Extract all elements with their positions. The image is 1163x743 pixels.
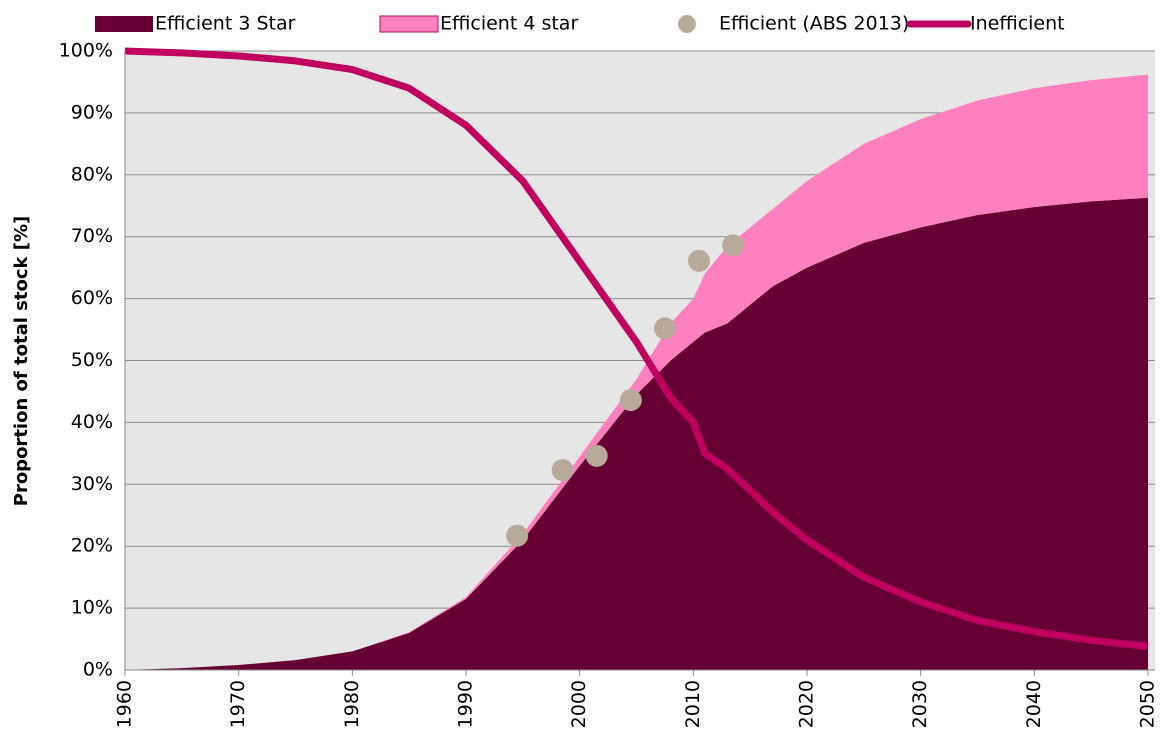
x-tick-label: 2020 — [796, 680, 818, 728]
x-tick-label: 2030 — [909, 680, 931, 728]
legend-swatch — [379, 15, 439, 33]
legend-label: Efficient 3 Star — [155, 13, 296, 35]
scatter-point — [506, 524, 529, 547]
y-tick-label: 70% — [71, 225, 113, 247]
x-tick-label: 1990 — [455, 680, 477, 728]
y-tick-label: 30% — [71, 473, 113, 495]
y-tick-label: 20% — [71, 535, 113, 557]
legend-item: Inefficient — [906, 13, 1065, 35]
legend-item: Efficient (ABS 2013) — [678, 13, 909, 35]
x-tick-label: 1980 — [341, 680, 363, 728]
scatter-point — [653, 317, 676, 340]
y-axis-label: Proportion of total stock [%] — [11, 216, 32, 507]
area — [125, 74, 1148, 671]
y-tick-label: 0% — [83, 659, 113, 681]
legend-swatch — [95, 16, 153, 32]
scatter-point — [722, 234, 745, 257]
legend-swatch — [678, 15, 696, 33]
x-tick-label: 1960 — [114, 680, 136, 728]
scatter-point — [688, 249, 711, 272]
y-tick-label: 60% — [71, 287, 113, 309]
scatter-point — [585, 444, 608, 467]
scatter-point — [551, 459, 574, 482]
x-tick-label: 2040 — [1023, 680, 1045, 728]
scatter-point — [619, 389, 642, 412]
legend-label: Efficient (ABS 2013) — [719, 13, 909, 35]
y-tick-label: 100% — [59, 40, 113, 62]
x-tick-label: 2050 — [1137, 680, 1159, 728]
x-tick-label: 2010 — [682, 680, 704, 728]
legend-item: Efficient 4 star — [379, 13, 578, 35]
y-tick-label: 90% — [71, 101, 113, 123]
x-tick-label: 2000 — [568, 680, 590, 728]
y-tick-label: 80% — [71, 163, 113, 185]
legend-label: Inefficient — [970, 13, 1065, 35]
y-tick-label: 40% — [71, 411, 113, 433]
legend-label: Efficient 4 star — [440, 13, 578, 35]
x-tick-label: 1970 — [227, 680, 249, 728]
legend-item: Efficient 3 Star — [95, 13, 296, 35]
y-tick-label: 10% — [71, 597, 113, 619]
y-tick-label: 50% — [71, 349, 113, 371]
area — [125, 197, 1148, 670]
line — [124, 47, 1149, 650]
